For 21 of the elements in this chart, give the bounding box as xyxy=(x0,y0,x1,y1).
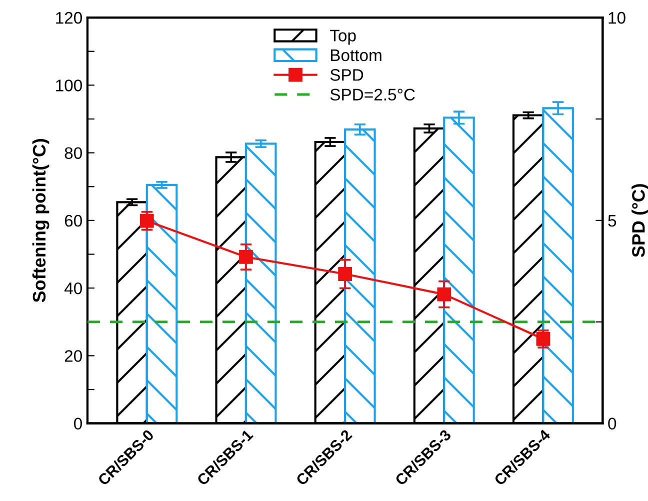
bar xyxy=(146,184,178,424)
y-tick-label: 60 xyxy=(64,214,82,227)
y-tick-label: 120 xyxy=(56,12,82,24)
bar xyxy=(443,116,475,424)
bar xyxy=(244,142,277,424)
bar xyxy=(542,107,574,424)
legend-label: SPD xyxy=(330,69,364,81)
legend-label: Bottom xyxy=(330,50,382,62)
y2-tick-label: 10 xyxy=(608,12,626,24)
legend-label: SPD=2.5°C xyxy=(330,88,415,101)
y-tick-label: 20 xyxy=(64,350,82,362)
y-tick-label: 40 xyxy=(64,282,82,294)
y-tick-label: 100 xyxy=(56,80,82,92)
y-tick-label: 80 xyxy=(64,147,82,160)
y2-tick-label: 5 xyxy=(608,215,616,227)
legend-label: Top xyxy=(330,30,356,45)
y-axis-title: Softening point(°C) xyxy=(32,139,50,302)
bar xyxy=(344,128,376,424)
y2-tick-label: 0 xyxy=(608,418,616,430)
y2-axis-title: SPD (°C) xyxy=(632,184,648,258)
y-tick-label: 0 xyxy=(74,418,82,430)
